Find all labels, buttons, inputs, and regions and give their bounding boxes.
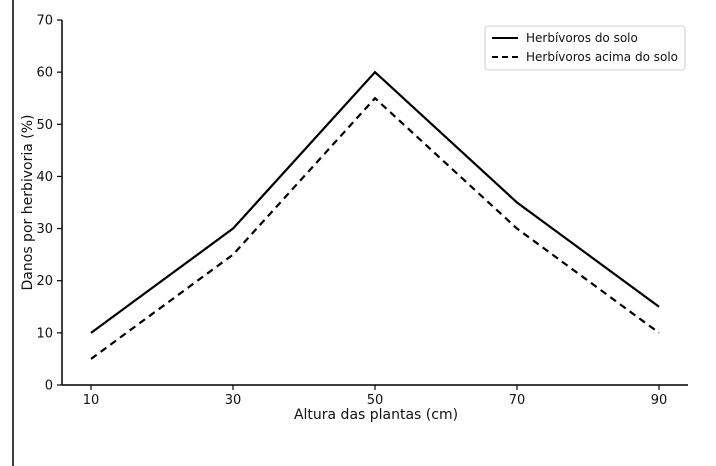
series-line-herbivoros-do-solo bbox=[90, 70, 660, 334]
x-tick-label: 50 bbox=[367, 393, 384, 408]
y-tick-label: 70 bbox=[36, 14, 53, 29]
legend-label-herbivoros-do-solo: Herbívoros do solo bbox=[526, 31, 638, 45]
y-tick-label: 50 bbox=[36, 118, 53, 133]
y-tick-label: 60 bbox=[36, 66, 53, 81]
x-axis-label: Altura das plantas (cm) bbox=[294, 407, 458, 423]
x-ticks: 10 30 50 70 90 bbox=[83, 385, 668, 408]
y-tick-label: 40 bbox=[36, 170, 53, 185]
legend-label-herbivoros-acima-do-solo: Herbívoros acima do solo bbox=[526, 50, 678, 64]
x-tick-label: 90 bbox=[651, 393, 668, 408]
y-axis-label: Danos por herbivoria (%) bbox=[20, 115, 36, 291]
axes bbox=[61, 20, 688, 386]
series-group bbox=[90, 70, 660, 360]
y-tick-label: 10 bbox=[36, 326, 53, 341]
y-ticks: 0 10 20 30 40 50 60 70 bbox=[36, 14, 62, 394]
x-tick-label: 10 bbox=[83, 393, 100, 408]
x-tick-label: 70 bbox=[509, 393, 526, 408]
x-tick-label: 30 bbox=[225, 393, 242, 408]
legend: Herbívoros do solo Herbívoros acima do s… bbox=[484, 25, 686, 71]
y-tick-label: 0 bbox=[45, 379, 53, 394]
y-tick-label: 30 bbox=[36, 222, 53, 237]
y-tick-label: 20 bbox=[36, 274, 53, 289]
series-line-herbivoros-acima-do-solo bbox=[90, 96, 660, 360]
legend-box bbox=[484, 25, 686, 71]
